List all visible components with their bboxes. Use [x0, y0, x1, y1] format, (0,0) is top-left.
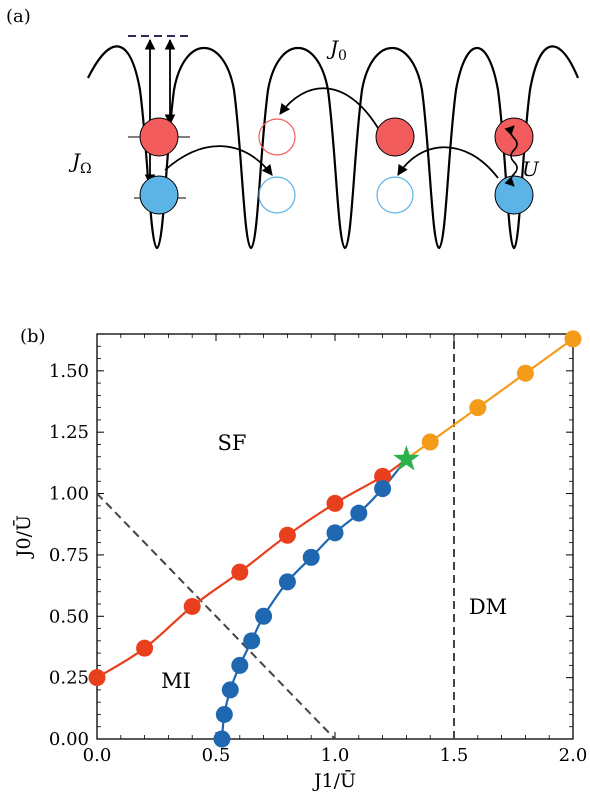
panel-b-label: (b) [20, 326, 46, 347]
x-tick-label: 0.0 [83, 745, 112, 766]
atom-red-3 [375, 117, 415, 157]
data-points [88, 330, 582, 748]
blue-data-point [326, 524, 344, 542]
atom-red-empty-2 [258, 118, 296, 156]
x-tick-label: 0.5 [202, 745, 231, 766]
orange-data-point [564, 330, 582, 348]
region-label-sf: SF [218, 431, 247, 455]
red-data-point [88, 669, 106, 687]
x-tick-label: 1.5 [440, 745, 469, 766]
red-data-point [231, 563, 249, 581]
tricritical-star [393, 445, 420, 471]
red-data-point [183, 597, 201, 615]
atom-blue-empty-3 [376, 176, 414, 214]
blue-data-point [255, 607, 273, 625]
blue-data-point [231, 656, 249, 674]
atom-red-1 [139, 117, 179, 157]
orange-data-point [421, 433, 439, 451]
y-tick-label: 0.75 [49, 545, 89, 566]
blue-data-point [213, 730, 231, 748]
y-tick-label: 1.25 [49, 422, 89, 443]
x-tick-label: 2.0 [559, 745, 588, 766]
red-data-point [136, 639, 154, 657]
orange-data-point [516, 364, 534, 382]
atom-blue-1 [139, 175, 179, 215]
panel-a-label: (a) [6, 6, 31, 27]
axis-ticks [96, 334, 574, 740]
atom-blue-4 [494, 175, 534, 215]
orange-data-point [469, 399, 487, 417]
y-axis-label: J0/Ū [12, 515, 35, 559]
x-axis-label: J1/Ū [312, 769, 356, 792]
phase-diagram: SF MI DM 0.0 0.5 1.0 1.5 2.0 0.00 0.25 0.50 0.75… [49, 330, 587, 766]
tunneling-arrow-j0 [279, 87, 379, 129]
label-jomega: JΩ [68, 149, 92, 177]
region-labels: SF MI DM [161, 431, 507, 693]
blue-fit-curve [220, 458, 408, 740]
blue-data-point [350, 504, 368, 522]
red-data-point [374, 467, 392, 485]
label-u: U [522, 157, 540, 181]
region-label-mi: MI [161, 669, 191, 693]
red-data-point [326, 494, 344, 512]
dashed-boundaries [96, 334, 455, 740]
blue-data-point [243, 632, 261, 650]
y-tick-label: 0.50 [49, 606, 89, 627]
y-tick-label: 1.00 [49, 484, 89, 505]
label-j0: J0 [326, 36, 347, 64]
tick-labels: 0.0 0.5 1.0 1.5 2.0 0.00 0.25 0.50 0.75 1.00 1.25 1… [49, 361, 587, 766]
panel-a: (a) J0 JΩ U [6, 6, 580, 250]
interaction-squiggle [504, 125, 518, 187]
x-tick-label: 1.0 [321, 745, 350, 766]
y-tick-label: 0.25 [49, 668, 89, 689]
y-tick-label: 1.50 [49, 361, 89, 382]
dashed-boundary-line [96, 492, 336, 740]
red-data-point [278, 526, 296, 544]
blue-data-point [278, 573, 296, 591]
tunneling-arrow-blue-1 [164, 145, 273, 176]
region-label-dm: DM [469, 595, 507, 619]
tunneling-arrow-blue-2 [397, 146, 499, 179]
blue-data-point [221, 681, 239, 699]
blue-data-point [374, 480, 392, 498]
atom-blue-empty-2 [258, 176, 296, 214]
blue-data-point [302, 548, 320, 566]
y-tick-label: 0.00 [49, 729, 89, 750]
blue-data-point [215, 705, 233, 723]
